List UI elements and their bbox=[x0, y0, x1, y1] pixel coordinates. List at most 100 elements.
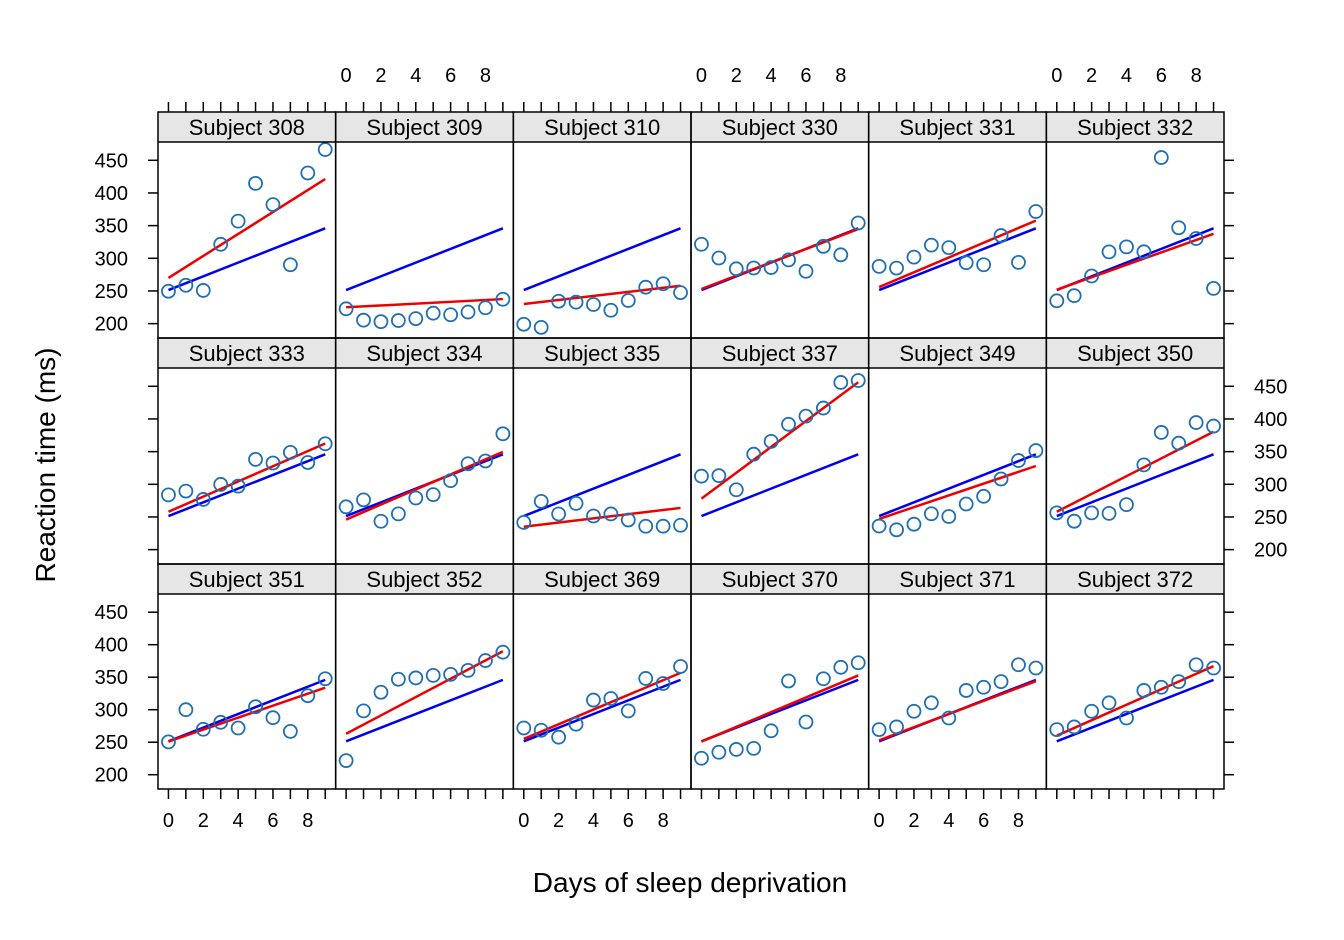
data-point bbox=[408, 670, 424, 686]
data-point bbox=[976, 679, 992, 695]
data-point bbox=[781, 416, 796, 432]
data-point bbox=[1119, 497, 1134, 513]
data-point bbox=[603, 506, 619, 522]
data-point bbox=[178, 277, 194, 293]
data-point bbox=[282, 445, 298, 460]
data-point bbox=[478, 300, 493, 316]
data-point bbox=[833, 659, 849, 675]
panel-strips bbox=[158, 112, 1224, 594]
x-tick-label: 2 bbox=[198, 810, 209, 832]
subject-fit-line bbox=[345, 650, 504, 735]
panel-strip-label: Subject 351 bbox=[189, 567, 305, 592]
y-tick-label: 300 bbox=[95, 700, 128, 722]
data-point bbox=[300, 165, 316, 181]
x-tick-label: 4 bbox=[1121, 65, 1132, 87]
population-fit-line bbox=[878, 453, 1037, 518]
data-point bbox=[889, 522, 904, 538]
panel-strip bbox=[691, 564, 869, 594]
data-point bbox=[993, 228, 1009, 243]
data-point bbox=[958, 496, 974, 512]
panel-strip bbox=[1046, 338, 1224, 368]
data-point bbox=[338, 301, 354, 317]
data-point bbox=[1011, 453, 1026, 468]
data-point bbox=[1011, 657, 1026, 673]
data-point bbox=[923, 506, 939, 522]
y-axis-title: Reaction time (ms) bbox=[30, 348, 61, 583]
data-point bbox=[746, 446, 762, 462]
x-tick-label: 4 bbox=[766, 65, 777, 87]
panel-strip bbox=[158, 338, 336, 368]
population-fit-line bbox=[345, 227, 504, 292]
panel-border bbox=[867, 337, 1048, 565]
data-point bbox=[1188, 415, 1204, 430]
x-tick-label: 8 bbox=[658, 810, 669, 832]
data-point bbox=[815, 671, 831, 687]
panel-strip-label: Subject 372 bbox=[1077, 567, 1193, 592]
data-point bbox=[1136, 457, 1152, 473]
x-tick-label: 0 bbox=[1051, 65, 1062, 87]
y-tick-label: 250 bbox=[95, 732, 128, 754]
data-point bbox=[390, 506, 406, 522]
panel-strip bbox=[513, 564, 691, 594]
data-point bbox=[993, 674, 1009, 690]
data-point bbox=[443, 666, 459, 682]
panel-border bbox=[512, 337, 692, 565]
data-point bbox=[1171, 674, 1187, 690]
axis-ticks: 0 2 4 6 8 0 2 4 6 8 0 2 4 6 8 0 2 4 6 8 0 2 4 6 8 0 2 4 6 8 200 250 300 3… bbox=[95, 65, 1288, 832]
data-point bbox=[993, 471, 1009, 487]
panel-border bbox=[1045, 111, 1225, 339]
data-point bbox=[1206, 281, 1221, 296]
x-tick-label: 0 bbox=[874, 810, 885, 832]
subject-fit-line bbox=[523, 506, 681, 529]
data-point bbox=[317, 671, 333, 687]
data-point bbox=[655, 276, 671, 292]
data-point bbox=[638, 671, 654, 686]
data-point bbox=[265, 455, 281, 471]
subject-fit-line bbox=[167, 178, 326, 279]
data-point bbox=[850, 655, 866, 671]
x-tick-label: 8 bbox=[1191, 65, 1202, 87]
data-point bbox=[213, 714, 229, 730]
x-tick-label: 0 bbox=[518, 810, 529, 832]
population-fit-line bbox=[167, 678, 326, 743]
panel-strip bbox=[868, 338, 1047, 368]
data-point bbox=[408, 490, 424, 506]
population-fit-line bbox=[1056, 678, 1215, 743]
data-point bbox=[694, 750, 709, 766]
panel-strip bbox=[1046, 112, 1224, 142]
panel-strip bbox=[1046, 564, 1224, 594]
x-tick-label: 6 bbox=[445, 65, 456, 87]
data-point bbox=[673, 285, 688, 300]
data-point bbox=[763, 433, 779, 449]
data-point bbox=[1049, 293, 1065, 309]
data-point bbox=[178, 702, 194, 718]
panel-strip bbox=[335, 338, 514, 368]
data-point bbox=[390, 313, 406, 328]
data-point bbox=[1188, 231, 1204, 246]
data-point bbox=[746, 740, 762, 756]
panel-strip-label: Subject 369 bbox=[544, 567, 660, 592]
y-tick-label: 200 bbox=[95, 314, 128, 336]
data-point bbox=[213, 477, 229, 492]
y-tick-label: 400 bbox=[95, 635, 128, 657]
data-point bbox=[1119, 710, 1134, 726]
panel-strip-label: Subject 332 bbox=[1077, 115, 1193, 140]
data-point bbox=[230, 720, 246, 736]
data-points bbox=[161, 142, 1221, 768]
data-point bbox=[1101, 505, 1117, 521]
data-point bbox=[728, 261, 744, 277]
data-point bbox=[265, 710, 281, 726]
data-point bbox=[1153, 150, 1169, 165]
subject-fit-line bbox=[878, 679, 1037, 742]
data-point bbox=[356, 703, 371, 719]
data-point bbox=[248, 699, 263, 715]
panel-border bbox=[157, 563, 337, 790]
data-point bbox=[620, 293, 636, 308]
data-point bbox=[815, 238, 831, 254]
y-tick-label: 300 bbox=[95, 248, 128, 270]
data-point bbox=[958, 683, 974, 698]
data-point bbox=[586, 297, 601, 312]
data-point bbox=[1049, 722, 1065, 737]
data-point bbox=[568, 294, 584, 310]
y-tick-label: 250 bbox=[95, 281, 128, 303]
